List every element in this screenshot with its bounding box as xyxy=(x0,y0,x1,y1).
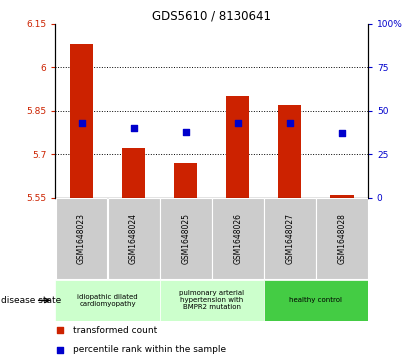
Bar xyxy=(226,96,249,198)
Bar xyxy=(108,198,159,279)
Text: GSM1648027: GSM1648027 xyxy=(285,213,294,264)
Text: GSM1648023: GSM1648023 xyxy=(77,213,86,264)
Bar xyxy=(212,198,264,279)
Text: percentile rank within the sample: percentile rank within the sample xyxy=(73,345,226,354)
Bar xyxy=(55,198,108,279)
Text: GSM1648026: GSM1648026 xyxy=(233,213,242,264)
Text: GSM1648024: GSM1648024 xyxy=(129,213,138,264)
Text: idiopathic dilated
cardiomyopathy: idiopathic dilated cardiomyopathy xyxy=(77,294,138,307)
Point xyxy=(57,327,64,333)
Bar xyxy=(316,198,368,279)
Bar xyxy=(264,198,316,279)
Bar xyxy=(55,280,159,321)
Point xyxy=(286,120,293,126)
Title: GDS5610 / 8130641: GDS5610 / 8130641 xyxy=(152,9,271,23)
Bar xyxy=(159,198,212,279)
Bar xyxy=(278,105,301,198)
Bar xyxy=(70,44,93,198)
Text: GSM1648025: GSM1648025 xyxy=(181,213,190,264)
Point xyxy=(57,347,64,353)
Bar xyxy=(122,148,145,198)
Text: disease state: disease state xyxy=(1,296,62,305)
Bar xyxy=(264,280,368,321)
Point xyxy=(78,120,85,126)
Text: healthy control: healthy control xyxy=(289,297,342,303)
Point xyxy=(234,120,241,126)
Bar xyxy=(159,280,264,321)
Text: pulmonary arterial
hypertension with
BMPR2 mutation: pulmonary arterial hypertension with BMP… xyxy=(179,290,244,310)
Text: GSM1648028: GSM1648028 xyxy=(337,213,346,264)
Point xyxy=(339,130,345,136)
Bar xyxy=(174,163,197,198)
Text: transformed count: transformed count xyxy=(73,326,157,335)
Bar xyxy=(330,195,353,198)
Point xyxy=(130,125,137,131)
Point xyxy=(182,129,189,135)
